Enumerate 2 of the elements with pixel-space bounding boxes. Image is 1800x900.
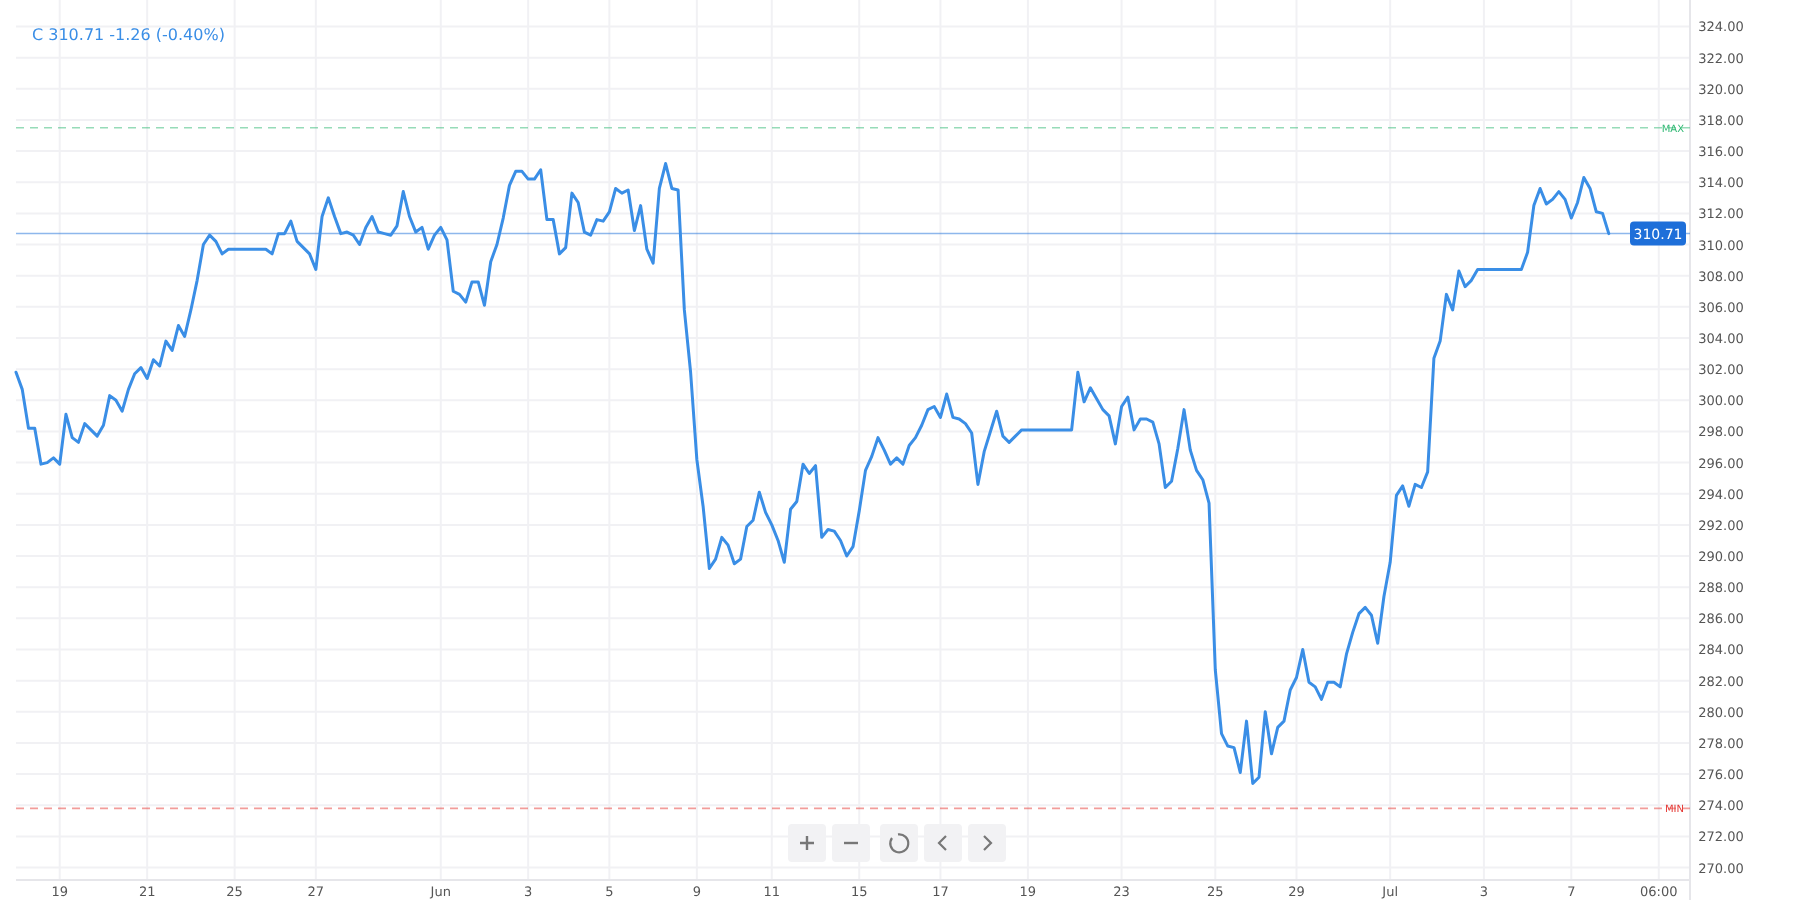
annotation: C 310.71 -1.26 (-0.40%) xyxy=(32,26,225,44)
line-series xyxy=(14,162,1611,785)
